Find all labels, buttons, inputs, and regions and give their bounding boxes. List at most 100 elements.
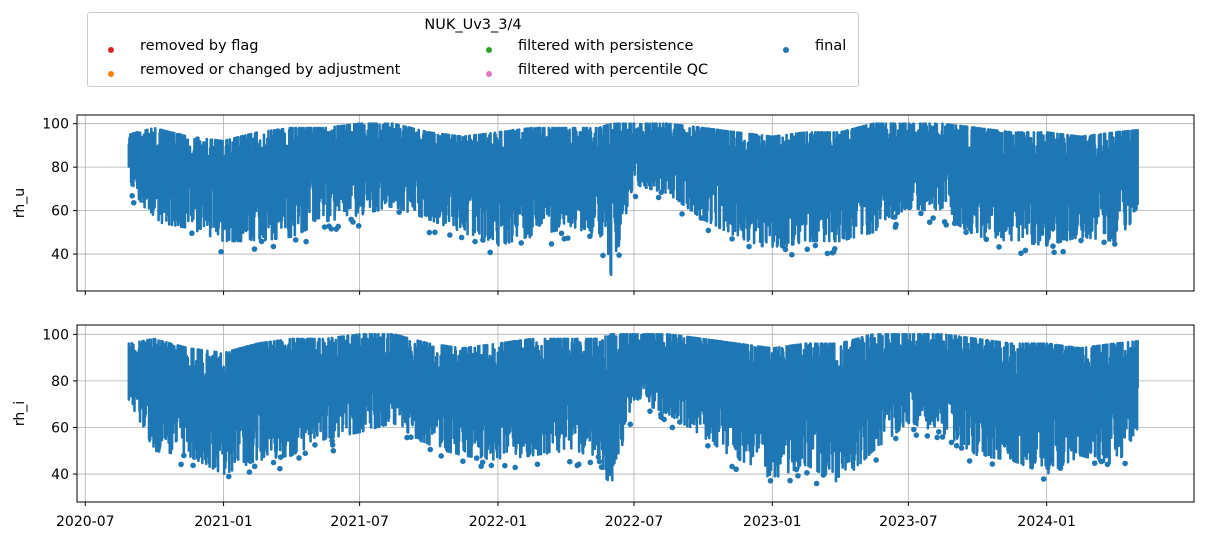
axes-frame [76,324,1195,503]
data-point [488,462,495,469]
data-point [502,462,508,469]
data-point [596,458,603,465]
y-axis-label: rh_i [12,401,28,426]
data-point [948,439,955,446]
data-point [246,469,253,475]
data-point [924,433,931,439]
data-point [130,200,137,206]
data-point [472,238,478,245]
data-point [782,246,789,253]
data-point [934,434,940,441]
data-point [329,442,336,448]
y-tick-label: 80 [51,374,69,390]
legend: NUK_Uv3_3/4 removed by flag removed or ch… [87,12,859,87]
data-point [647,408,653,414]
data-point [1122,460,1128,467]
data-point [746,243,752,250]
data-point [258,238,265,245]
data-point [795,472,801,479]
data-point [277,465,283,472]
data-point [705,227,712,234]
data-point [1050,243,1056,249]
data-point [178,461,184,468]
data-point [1101,239,1107,246]
data-point [564,235,571,241]
legend-marker [108,47,114,53]
y-tick-label: 40 [51,247,69,263]
data-point [1040,476,1047,482]
data-point [190,462,196,469]
data-point [1104,461,1111,468]
data-point [676,419,683,425]
data-point [330,447,337,454]
data-point [989,461,996,467]
data-point [679,211,685,217]
data-point [473,455,480,461]
data-point [616,252,622,258]
data-point [789,251,795,258]
data-point [396,209,402,215]
data-point [478,463,484,470]
data-point [632,193,639,200]
data-point [767,477,774,484]
data-point [558,230,565,237]
data-point [460,458,466,464]
x-tick-label: 2021-01 [194,514,253,530]
data-point [951,220,958,227]
data-point [302,450,309,457]
data-point [812,242,819,249]
data-point [824,250,831,257]
data-point [1022,247,1029,254]
data-point [941,218,948,225]
data-point [548,241,555,247]
legend-label: filtered with persistence [518,38,694,54]
y-axis-label: rh_u [12,188,28,218]
data-point [820,472,827,478]
data-point [733,466,739,473]
data-point [831,246,838,252]
x-tick-label: 2021-07 [330,514,389,530]
data-point [277,454,284,460]
data-point [218,248,224,255]
data-point [930,215,936,221]
data-point [918,210,924,217]
data-point [355,223,362,229]
data-point [1060,248,1066,255]
y-tick-label: 60 [51,420,69,436]
data-point [873,457,879,463]
data-point [518,240,525,246]
legend-marker [486,71,492,77]
x-tick-label: 2024-01 [1017,514,1076,530]
data-point [1057,465,1064,471]
data-point [935,429,942,435]
legend-label: final [815,38,847,54]
data-point [658,189,665,196]
data-point [1018,250,1024,257]
data-point [129,193,135,199]
data-point [512,464,518,471]
data-point [480,237,486,243]
data-point [270,243,277,250]
data-point [892,214,898,220]
data-point [181,452,187,459]
data-point [426,229,433,236]
data-point [321,224,328,230]
data-point [335,223,342,230]
legend-label: filtered with percentile QC [518,62,709,78]
data-point [939,434,946,440]
data-point [892,224,899,230]
data-point [698,215,705,221]
data-point [926,219,933,226]
data-point [627,421,634,428]
data-point [427,446,434,453]
data-point [1111,241,1118,247]
data-point [189,230,195,237]
y-tick-label: 60 [51,204,69,220]
data-point [598,464,605,470]
data-point [1051,249,1057,256]
x-tick-label: 2023-01 [743,514,802,530]
data-point [566,458,573,465]
data-point [906,204,913,211]
data-point [996,244,1002,250]
